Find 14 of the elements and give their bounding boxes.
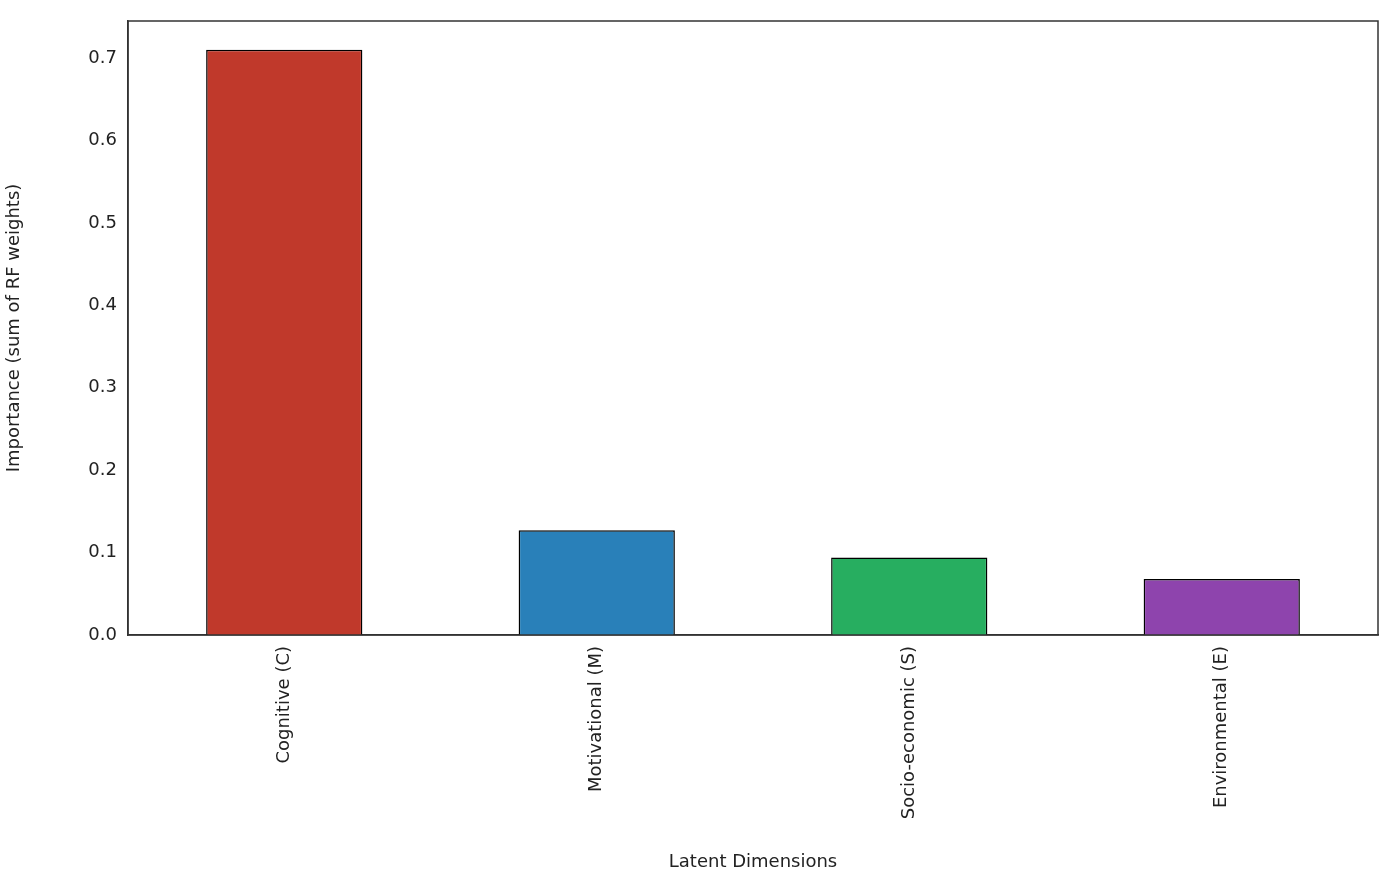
y-tick-label: 0.0: [88, 622, 117, 644]
x-axis-title: Latent Dimensions: [668, 849, 838, 871]
x-tick-label: Socio-economic (S): [896, 646, 918, 820]
x-tick-label: Environmental (E): [1209, 646, 1231, 809]
y-tick-label: 0.1: [88, 540, 117, 562]
y-tick-label: 0.2: [88, 457, 117, 479]
x-tick-label: Cognitive (C): [271, 646, 293, 764]
y-tick-label: 0.3: [88, 375, 117, 397]
y-tick-label: 0.5: [88, 210, 117, 232]
y-axis-title: Importance (sum of RF weights): [2, 183, 24, 473]
x-tick-label: Motivational (M): [584, 646, 606, 793]
y-tick-label: 0.4: [88, 293, 117, 315]
y-tick-label: 0.6: [88, 128, 117, 150]
y-tick-label: 0.7: [88, 45, 117, 67]
